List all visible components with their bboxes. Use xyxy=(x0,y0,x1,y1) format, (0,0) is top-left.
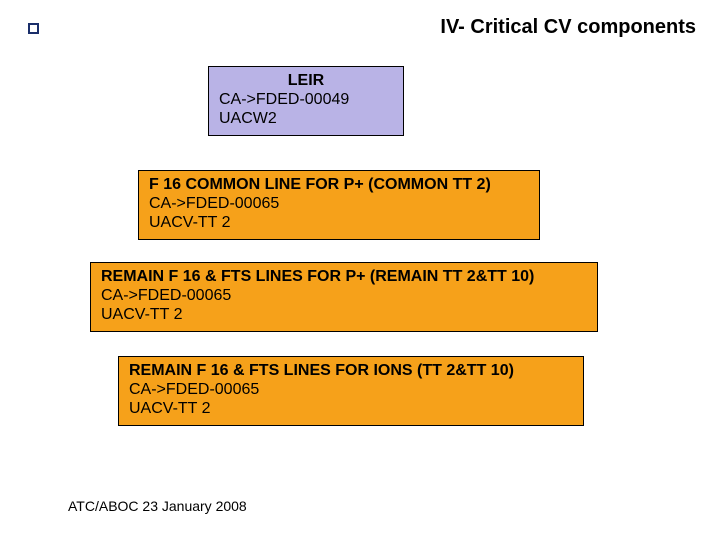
box-remain-ions-line3: UACV-TT 2 xyxy=(129,399,573,418)
title-bullet xyxy=(28,23,39,34)
box-remain-pplus: REMAIN F 16 & FTS LINES FOR P+ (REMAIN T… xyxy=(90,262,598,332)
box-leir-line2: CA->FDED-00049 xyxy=(219,90,393,109)
box-remain-ions-line1: REMAIN F 16 & FTS LINES FOR IONS (TT 2&T… xyxy=(129,361,573,380)
box-f16-line2: CA->FDED-00065 xyxy=(149,194,529,213)
box-remain-ions-line2: CA->FDED-00065 xyxy=(129,380,573,399)
box-f16-line3: UACV-TT 2 xyxy=(149,213,529,232)
slide-title: IV- Critical CV components xyxy=(440,16,696,39)
box-leir: LEIR CA->FDED-00049 UACW2 xyxy=(208,66,404,136)
box-f16-line1: F 16 COMMON LINE FOR P+ (COMMON TT 2) xyxy=(149,175,529,194)
box-remain-p-line3: UACV-TT 2 xyxy=(101,305,587,324)
footer-text: ATC/ABOC 23 January 2008 xyxy=(68,498,247,514)
box-leir-line1: LEIR xyxy=(219,71,393,90)
box-remain-p-line2: CA->FDED-00065 xyxy=(101,286,587,305)
box-f16-common: F 16 COMMON LINE FOR P+ (COMMON TT 2) CA… xyxy=(138,170,540,240)
box-remain-p-line1: REMAIN F 16 & FTS LINES FOR P+ (REMAIN T… xyxy=(101,267,587,286)
box-remain-ions: REMAIN F 16 & FTS LINES FOR IONS (TT 2&T… xyxy=(118,356,584,426)
box-leir-line3: UACW2 xyxy=(219,109,393,128)
